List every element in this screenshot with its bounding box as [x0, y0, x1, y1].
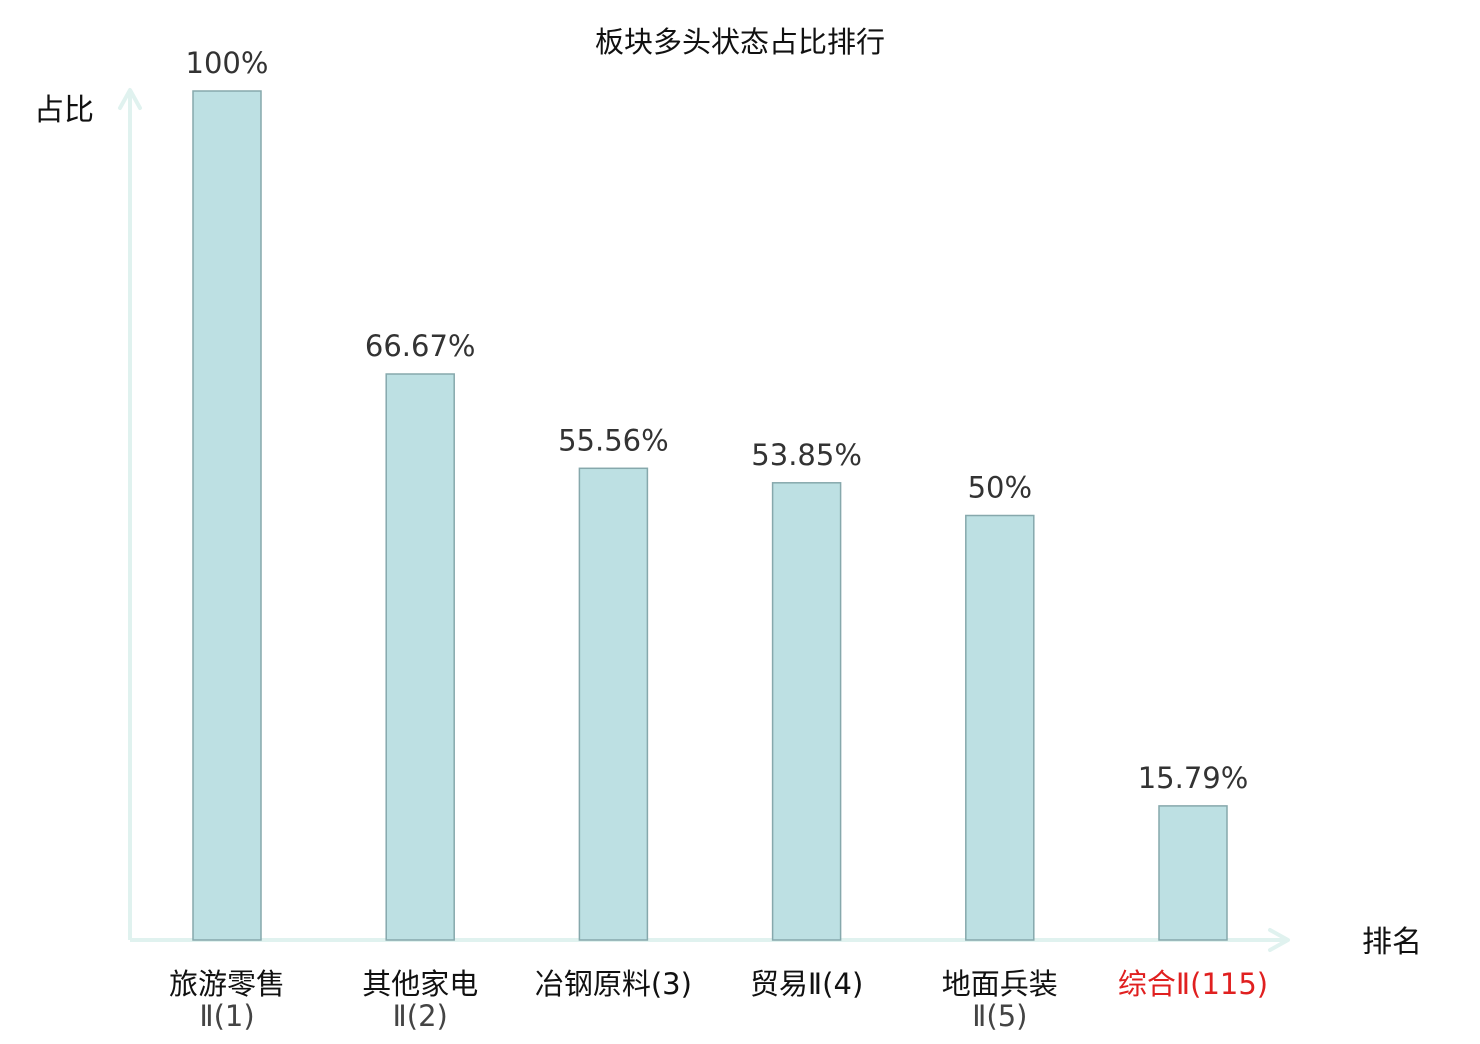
category-label-5-line-1: 地面兵装 — [942, 967, 1058, 1001]
value-label-5: 50% — [968, 471, 1032, 505]
category-label-2-line-2: Ⅱ(2) — [393, 999, 448, 1033]
value-label-4: 53.85% — [751, 438, 862, 472]
y-axis-arrow — [118, 88, 142, 110]
category-label-1-line-1: 旅游零售 — [169, 967, 285, 1001]
value-label-6: 15.79% — [1138, 761, 1249, 795]
category-label-5-line-2: Ⅱ(5) — [972, 999, 1027, 1033]
bar-1 — [192, 90, 262, 941]
x-axis-arrow — [1268, 928, 1290, 952]
y-axis-label: 占比 — [34, 93, 94, 128]
category-label-1-line-2: Ⅱ(1) — [199, 999, 254, 1033]
bar-3 — [578, 467, 649, 941]
category-label-6: 综合Ⅱ(115) — [1118, 967, 1268, 1001]
bar-4 — [771, 482, 842, 941]
bar-6 — [1158, 805, 1228, 941]
chart-title: 板块多头状态占比排行 — [595, 25, 885, 59]
x-axis-label: 排名 — [1362, 925, 1422, 960]
bar-5 — [965, 514, 1035, 941]
value-label-2: 66.67% — [365, 329, 476, 363]
bars — [192, 90, 1228, 941]
category-label-3: 冶钢原料(3) — [535, 967, 692, 1001]
category-label-4: 贸易Ⅱ(4) — [750, 967, 863, 1001]
bar-2 — [385, 373, 455, 941]
value-label-1: 100% — [186, 46, 269, 80]
category-label-2-line-1: 其他家电 — [362, 967, 478, 1001]
value-label-3: 55.56% — [558, 423, 669, 457]
value-labels: 100% 66.67% 55.56% 53.85% 50% 15.79% — [186, 46, 1249, 795]
axes — [118, 88, 1290, 952]
